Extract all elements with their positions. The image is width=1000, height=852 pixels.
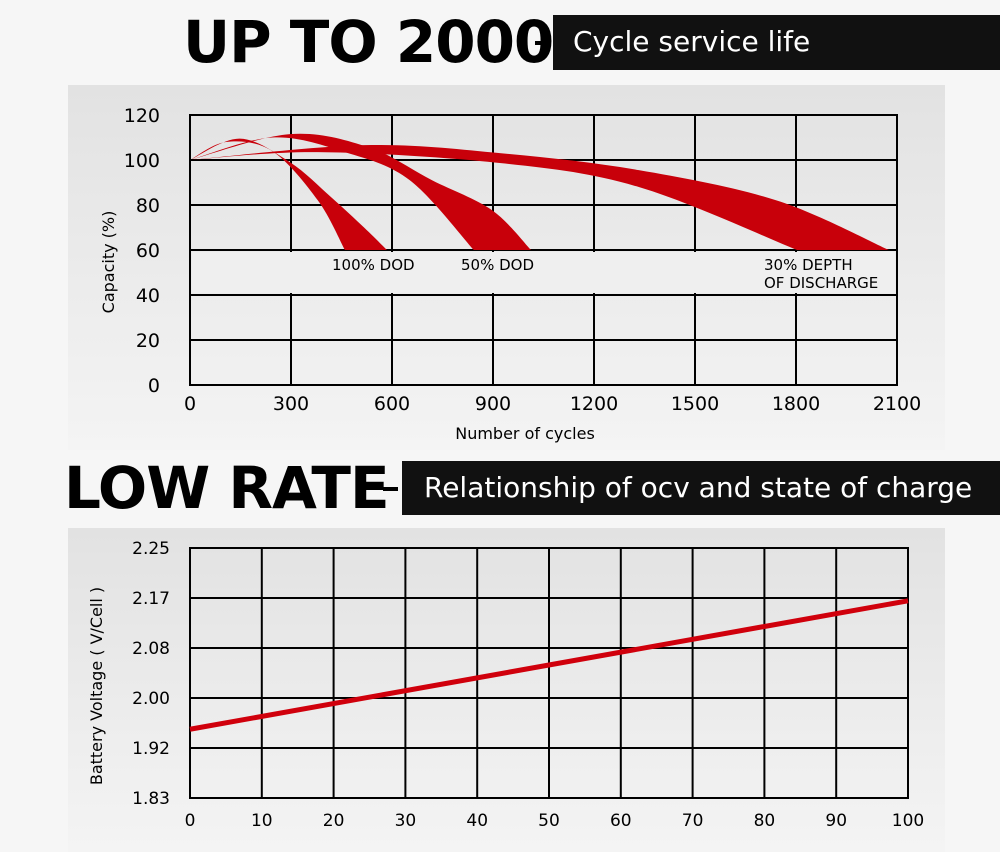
chart2-ytick: 1.92 [132, 739, 170, 759]
chart1-ytick: 100 [124, 150, 160, 172]
chart1-ytick: 20 [136, 330, 160, 352]
chart1-ylabel: Capacity (%) [99, 211, 118, 314]
chart2-ytick: 2.25 [132, 539, 170, 559]
chart1-ytick: 0 [148, 375, 160, 397]
chart1-series-label: OF DISCHARGE [764, 274, 878, 292]
chart2-xtick: 50 [538, 811, 560, 831]
chart2-ytick: 2.17 [132, 589, 170, 609]
chart1-xtick: 1200 [570, 393, 618, 415]
chart1-ytick: 120 [124, 105, 160, 127]
chart2-xtick: 80 [754, 811, 776, 831]
chart2-xtick: 70 [682, 811, 704, 831]
chart1-band-1 [190, 138, 387, 250]
chart1-band-3 [190, 144, 889, 250]
chart2-xtick: 20 [323, 811, 345, 831]
caption-cycle-box: Cycle service life [553, 15, 1000, 70]
chart2-xtick: 30 [395, 811, 417, 831]
chart2-xtick: 60 [610, 811, 632, 831]
caption-rate-box: Relationship of ocv and state of charge [402, 461, 1000, 515]
chart1-series-label: 100% DOD [332, 256, 415, 274]
chart1-xtick: 0 [184, 393, 196, 415]
chart2-xtick: 40 [466, 811, 488, 831]
caption-rate: Relationship of ocv and state of charge [424, 471, 973, 504]
chart1-xlabel: Number of cycles [455, 424, 595, 443]
caption-cycle: Cycle service life [573, 25, 811, 58]
chart1-band-2 [190, 133, 532, 250]
chart1-label-band [192, 252, 895, 293]
chart1-xtick: 1500 [671, 393, 719, 415]
chart2-ytick: 2.00 [132, 689, 170, 709]
chart1-ytick: 40 [136, 285, 160, 307]
chart1-xtick: 900 [475, 393, 511, 415]
headline-rate: LOW RATE [64, 454, 390, 522]
chart1-ytick: 60 [136, 240, 160, 262]
chart2-ytick: 2.08 [132, 639, 170, 659]
headline-cycle: UP TO 2000 [183, 8, 554, 76]
headline-dash-2 [383, 487, 398, 491]
chart1-xtick: 2100 [873, 393, 921, 415]
chart2-ytick: 1.83 [132, 789, 170, 809]
chart2-ylabel: Battery Voltage ( V/Cell ) [87, 587, 106, 785]
chart1-xtick: 300 [273, 393, 309, 415]
chart1-series-label: 30% DEPTH [764, 256, 853, 274]
chart1-xtick: 1800 [772, 393, 820, 415]
chart1-series-label: 50% DOD [461, 256, 534, 274]
chart2-xtick: 90 [825, 811, 847, 831]
chart2-voltage-line [189, 598, 909, 732]
chart1-ytick: 80 [136, 195, 160, 217]
chart1-xtick: 600 [374, 393, 410, 415]
headline-dash [535, 41, 550, 45]
chart2-xtick: 0 [185, 811, 196, 831]
chart2-xtick: 10 [251, 811, 273, 831]
chart2-xtick: 100 [892, 811, 924, 831]
